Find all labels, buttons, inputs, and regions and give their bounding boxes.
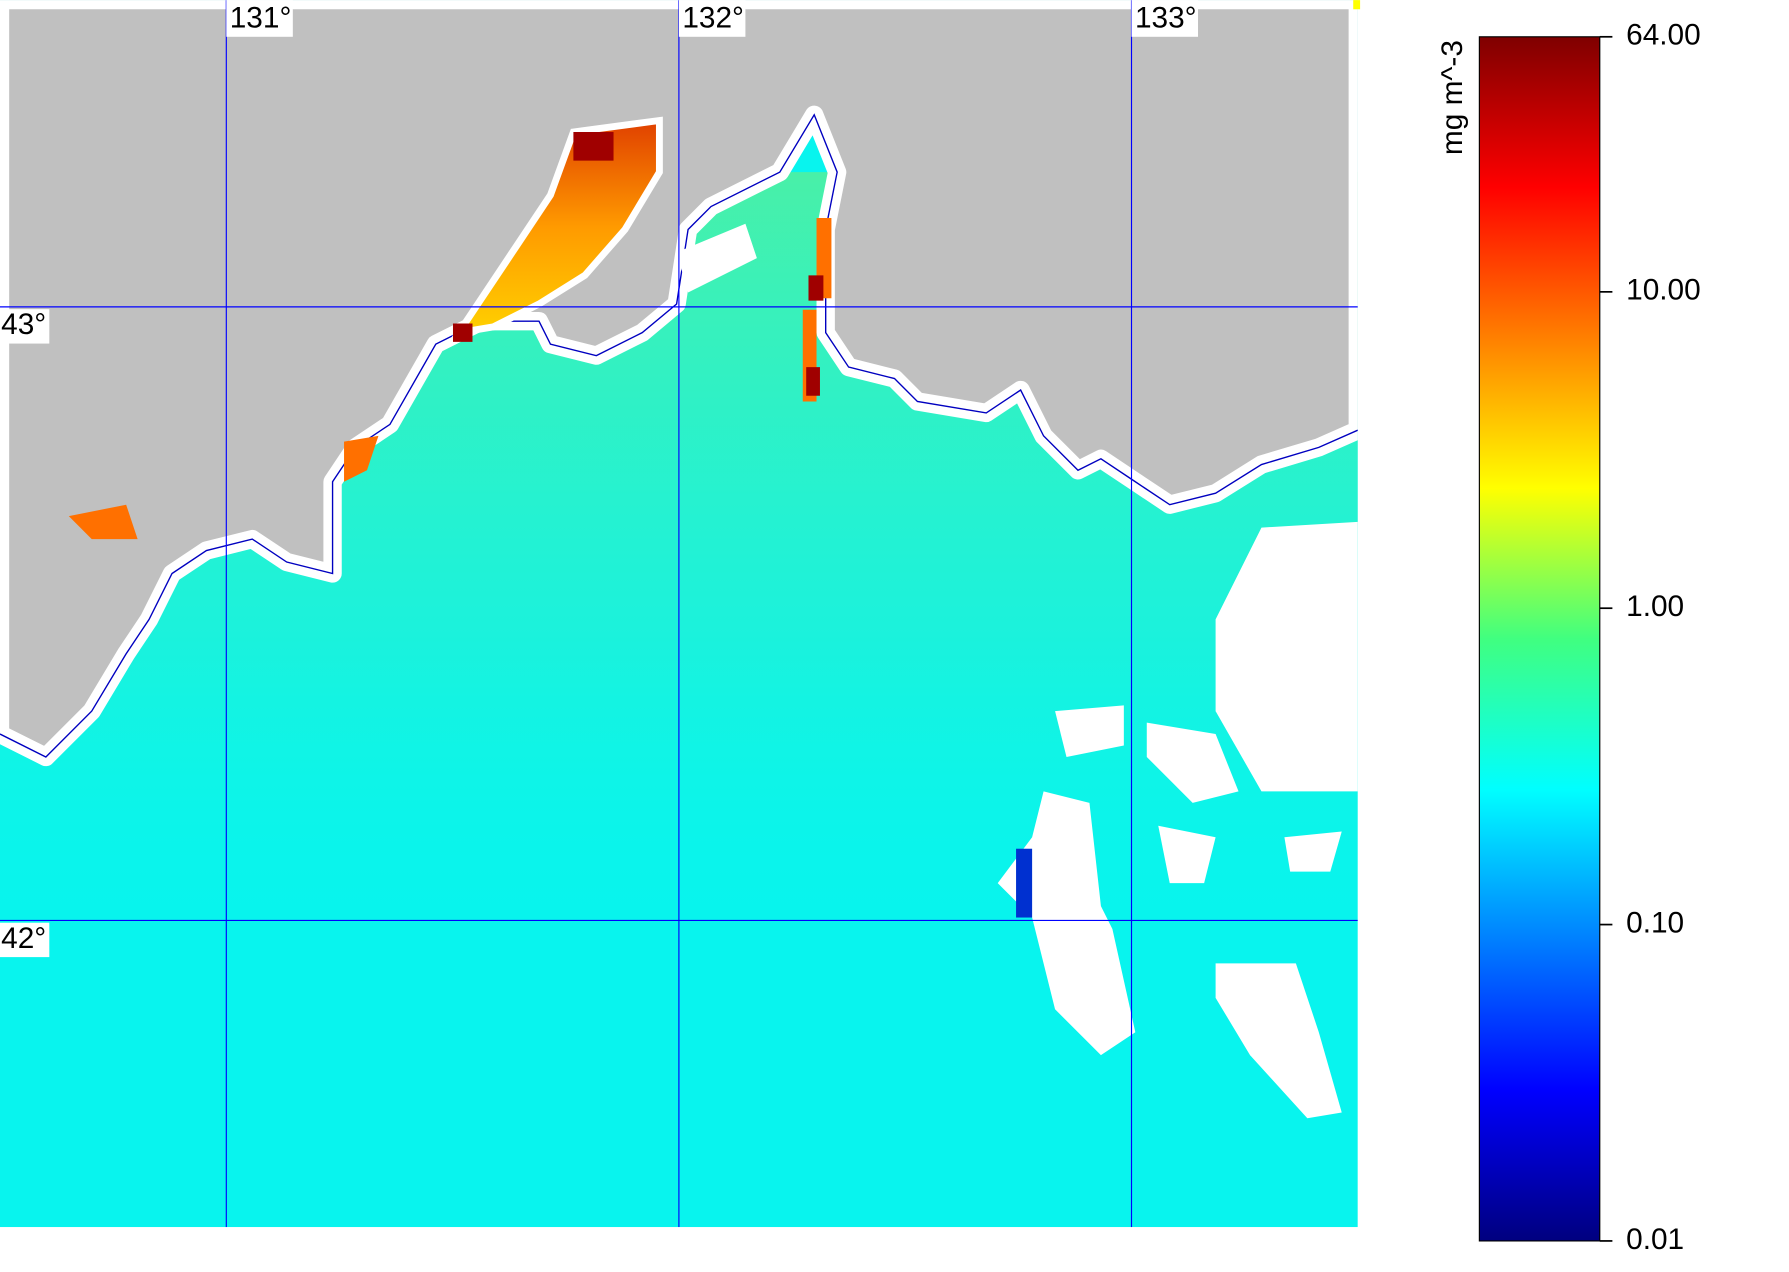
cloud (1146, 722, 1239, 803)
colorbar-tick-label: 0.10 (1626, 906, 1684, 939)
lon-label: 132° (682, 1, 744, 34)
lon-label: 131° (230, 1, 292, 34)
bay-water (451, 116, 663, 338)
cloud (1215, 521, 1358, 792)
label-box (0, 922, 50, 958)
cloud (1284, 831, 1342, 872)
colorbar-label: mg m^-3 (1436, 40, 1469, 155)
lat-label: 43° (1, 308, 46, 341)
coastline (0, 113, 1358, 758)
label-box (0, 309, 50, 344)
label-box (1131, 0, 1199, 37)
colorbar-ticks: 64.00 10.00 1.00 0.10 0.01 (1599, 19, 1701, 1256)
label-box (678, 0, 746, 37)
colorbar-tick-label: 0.01 (1626, 1223, 1684, 1256)
colorbar-tick-label: 10.00 (1626, 274, 1701, 307)
cloud (1055, 705, 1124, 757)
colorbar-tick-label: 1.00 (1626, 590, 1684, 623)
graticule (0, 0, 1358, 1228)
lat-label: 42° (1, 922, 46, 955)
colorbar (1478, 36, 1601, 1242)
cloud (1158, 825, 1216, 884)
map-area (0, 0, 1358, 1228)
graticule-labels: 131° 132° 133° 43° 42° (0, 0, 1199, 958)
cloud (1215, 963, 1342, 1119)
cloud (676, 223, 757, 293)
label-box (226, 0, 293, 37)
low-value-patch (1016, 848, 1033, 918)
corner-mark (1353, 0, 1361, 10)
colorbar-tick-label: 64.00 (1626, 19, 1701, 52)
lon-label: 133° (1135, 1, 1197, 34)
